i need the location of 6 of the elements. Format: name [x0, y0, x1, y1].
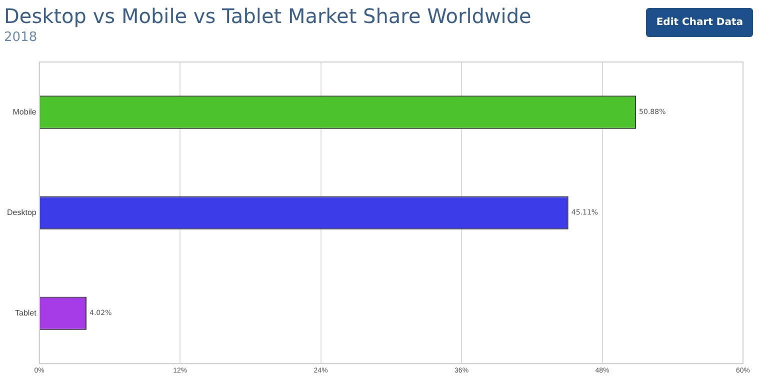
edit-button: Edit Chart Data	[646, 8, 753, 37]
y-tick-label: Mobile	[12, 107, 37, 116]
y-tick-label: Tablet	[14, 308, 38, 318]
chart-title: Desktop vs Mobile vs Tablet Market Share Worldwide	[4, 4, 532, 28]
y-tick-label: Desktop	[6, 208, 37, 218]
chart-subtitle: 2018	[4, 30, 38, 45]
